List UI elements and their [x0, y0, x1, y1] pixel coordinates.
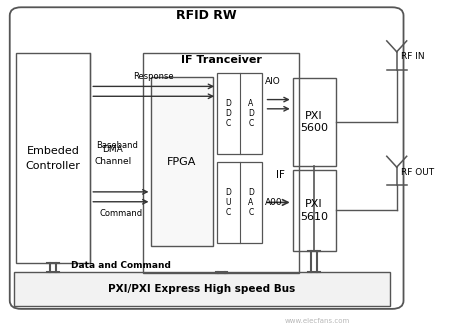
Text: Baseband: Baseband [97, 141, 138, 150]
Text: D
D
C: D D C [226, 99, 231, 128]
Text: Command: Command [99, 209, 142, 218]
Text: PXI
5600: PXI 5600 [300, 111, 328, 133]
Bar [293, 78, 336, 166]
Bar [217, 162, 262, 243]
Bar [217, 73, 262, 154]
Text: PXI
5610: PXI 5610 [300, 199, 328, 221]
Text: D
U
C: D U C [226, 188, 231, 217]
Text: RF OUT: RF OUT [401, 167, 434, 177]
Text: DMA
Channel: DMA Channel [94, 145, 132, 166]
Text: PXI/PXI Express High speed Bus: PXI/PXI Express High speed Bus [109, 284, 296, 294]
Bar [293, 170, 336, 251]
Text: AIO: AIO [265, 77, 280, 86]
Text: IF Tranceiver: IF Tranceiver [181, 55, 262, 65]
Text: IF: IF [276, 170, 285, 180]
Text: Embeded
Controller: Embeded Controller [26, 146, 81, 171]
Text: D
A
C: D A C [248, 188, 254, 217]
Text: RFID RW: RFID RW [176, 9, 237, 22]
Bar [14, 272, 390, 306]
Text: A
D
C: A D C [248, 99, 254, 128]
Bar [15, 53, 90, 263]
Bar [143, 53, 300, 273]
Text: www.elecfans.com: www.elecfans.com [285, 318, 350, 324]
Text: A00: A00 [265, 198, 282, 207]
Bar [152, 76, 212, 246]
Text: FPGA: FPGA [167, 157, 197, 166]
Text: Data and Command: Data and Command [71, 261, 171, 270]
Text: Response: Response [133, 72, 174, 81]
Text: RF IN: RF IN [401, 52, 425, 61]
